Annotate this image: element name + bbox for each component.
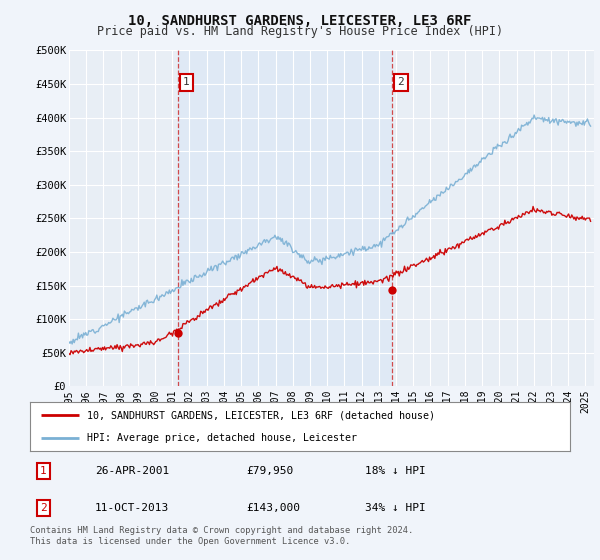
Text: 2: 2: [40, 503, 47, 513]
Text: 10, SANDHURST GARDENS, LEICESTER, LE3 6RF (detached house): 10, SANDHURST GARDENS, LEICESTER, LE3 6R…: [86, 410, 434, 421]
Bar: [178, 50, 392, 386]
Text: Price paid vs. HM Land Registry's House Price Index (HPI): Price paid vs. HM Land Registry's House …: [97, 25, 503, 38]
Text: 10, SANDHURST GARDENS, LEICESTER, LE3 6RF: 10, SANDHURST GARDENS, LEICESTER, LE3 6R…: [128, 14, 472, 28]
Text: 2: 2: [397, 77, 404, 87]
Text: 1: 1: [40, 466, 47, 476]
Text: £143,000: £143,000: [246, 503, 300, 513]
Text: 18% ↓ HPI: 18% ↓ HPI: [365, 466, 425, 476]
Text: 1: 1: [183, 77, 190, 87]
Text: 26-APR-2001: 26-APR-2001: [95, 466, 169, 476]
Text: HPI: Average price, detached house, Leicester: HPI: Average price, detached house, Leic…: [86, 433, 356, 444]
Text: 11-OCT-2013: 11-OCT-2013: [95, 503, 169, 513]
Text: 34% ↓ HPI: 34% ↓ HPI: [365, 503, 425, 513]
Text: £79,950: £79,950: [246, 466, 293, 476]
Text: Contains HM Land Registry data © Crown copyright and database right 2024.
This d: Contains HM Land Registry data © Crown c…: [30, 526, 413, 546]
